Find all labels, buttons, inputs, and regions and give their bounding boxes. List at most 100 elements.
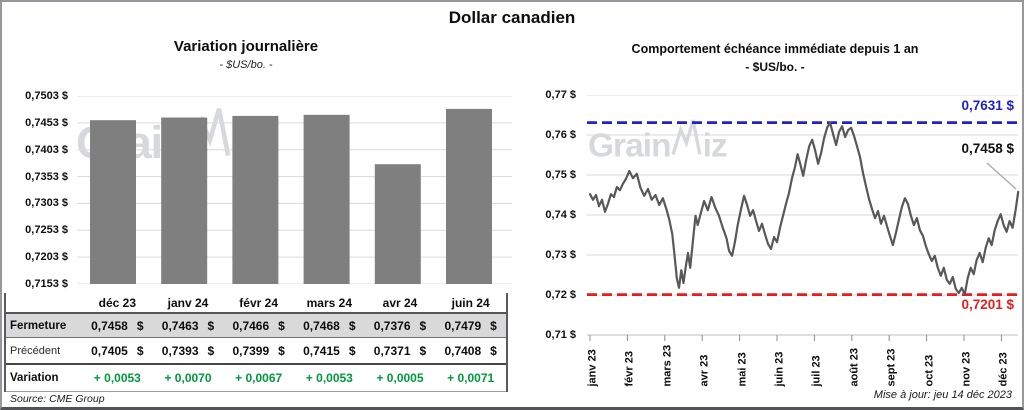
- bar: [374, 164, 421, 284]
- y-axis-tick-label: 0,76 $: [545, 129, 576, 141]
- table-cell-price: 0,7463 $: [153, 319, 224, 333]
- x-axis-tick-label: août 23: [848, 347, 861, 387]
- x-axis-tick-label: janv 23: [586, 349, 599, 387]
- table-cell-price: 0,7415 $: [294, 344, 365, 358]
- line-chart-subtitle: - $US/bo. -: [745, 60, 805, 74]
- y-axis-tick-label: 0,7253 $: [25, 224, 68, 236]
- x-axis-tick-label: juil 23: [810, 355, 823, 387]
- table-cell-price: 0,7399 $: [223, 344, 294, 358]
- price-number: 0,7405: [91, 343, 128, 358]
- price-currency: $: [490, 318, 497, 333]
- page-title: Dollar canadien: [448, 8, 576, 27]
- updated-note: Mise à jour: jeu 14 déc 2023: [873, 389, 1012, 401]
- price-currency: $: [419, 318, 427, 333]
- line-chart-plot: [587, 95, 1020, 341]
- table-cell-price: 0,7371 $: [365, 344, 436, 358]
- table-column-header: janv 24: [167, 295, 209, 310]
- annotation-52wk-high: 0,7631 $: [961, 98, 1014, 113]
- price-number: 0,7458: [91, 318, 128, 333]
- table-cell-variation: + 0,0070: [164, 371, 212, 385]
- bar-chart-title: Variation journalière: [173, 38, 319, 55]
- x-axis-tick-label: nov 23: [960, 351, 973, 387]
- price-currency: $: [419, 343, 427, 358]
- x-axis-tick-label: févr 23: [623, 351, 636, 387]
- table-cell-price: 0,7376 $: [365, 319, 436, 333]
- table-cell-price: 0,7408 $: [435, 344, 506, 358]
- table-cell-price: 0,7468 $: [294, 319, 365, 333]
- watermark-text: Grain: [588, 127, 671, 164]
- watermark-zigzag-icon: [671, 119, 702, 155]
- price-currency: $: [207, 318, 215, 333]
- price-number: 0,7479: [444, 318, 482, 333]
- y-axis-tick-label: 0,74 $: [545, 209, 576, 221]
- table-cell-price: 0,7405 $: [82, 344, 153, 358]
- price-currency: $: [348, 343, 356, 358]
- y-axis-tick-label: 0,7453 $: [25, 117, 68, 129]
- price-currency: $: [136, 343, 144, 358]
- table-cell-variation: + 0,0071: [447, 371, 495, 385]
- bar: [303, 114, 350, 284]
- x-axis-tick-label: juin 23: [773, 351, 786, 387]
- table-cell-price: 0,7458 $: [82, 319, 153, 333]
- table-cell-price: 0,7479 $: [435, 319, 506, 333]
- bar: [161, 117, 208, 284]
- y-axis-tick-label: 0,71 $: [545, 329, 576, 341]
- price-number: 0,7376: [373, 318, 411, 333]
- x-axis-tick-label: déc 23: [997, 352, 1010, 387]
- bar-chart-plot: [77, 96, 512, 284]
- table-row: Précédent 0,7405 $0,7393 $0,7399 $ 0,7415 $0,7…: [6, 338, 506, 365]
- table-row-label: Variation: [10, 372, 59, 384]
- price-number: 0,7415: [303, 343, 340, 358]
- y-axis-tick-label: 0,7403 $: [25, 144, 68, 156]
- price-number: 0,7468: [303, 318, 340, 333]
- source-note: Source: CME Group: [10, 393, 105, 405]
- x-axis-tick-label: mai 23: [736, 352, 749, 387]
- table-column-header: mars 24: [306, 295, 352, 310]
- table-column-header: avr 24: [382, 295, 418, 310]
- table-row-label: Précédent: [10, 344, 61, 357]
- x-axis-tick-label: sept 23: [885, 348, 898, 387]
- annotation-52wk-low: 0,7201 $: [961, 297, 1014, 312]
- price-currency: $: [348, 318, 356, 333]
- price-currency: $: [207, 343, 215, 358]
- price-currency: $: [136, 318, 144, 333]
- y-axis-tick-label: 0,73 $: [545, 249, 576, 261]
- table-row: Fermeture 0,7458 $0,7463 $0,7466 $0,7468 $0,7…: [6, 314, 506, 338]
- watermark-text: iz: [703, 127, 727, 164]
- price-table: déc 23 janv 24 févr 24 mars 24 avr 24 juin 24…: [4, 293, 508, 392]
- price-number: 0,7393: [161, 343, 199, 358]
- table-column-header: déc 23: [98, 295, 136, 310]
- price-number: 0,7408: [444, 343, 482, 358]
- y-axis-tick-label: 0,7153 $: [25, 278, 68, 290]
- price-line-series: [588, 121, 1020, 296]
- table-header-row: déc 23 janv 24 févr 24 mars 24 avr 24 juin 24: [6, 293, 506, 314]
- annotation-leader-line: [986, 162, 1017, 190]
- y-axis-tick-label: 0,7503 $: [25, 90, 68, 102]
- price-number: 0,7466: [232, 318, 270, 333]
- y-axis-tick-label: 0,75 $: [545, 169, 576, 181]
- price-number: 0,7371: [373, 343, 411, 358]
- table-cell-price: 0,7393 $: [153, 344, 224, 358]
- y-axis-tick-label: 0,72 $: [545, 289, 576, 301]
- y-axis-tick-label: 0,77 $: [545, 89, 576, 101]
- table-cell-variation: + 0,0067: [235, 371, 283, 385]
- bar: [446, 108, 492, 284]
- y-axis-tick-label: 0,7303 $: [25, 197, 68, 209]
- grainwiz-watermark: Grain iz: [588, 119, 728, 164]
- y-axis-tick-label: 0,7353 $: [25, 171, 68, 183]
- table-column-header: févr 24: [239, 295, 278, 310]
- table-row: Variation + 0,0053 + 0,0070 + 0,0067 + 0,005…: [6, 365, 506, 392]
- table-column-header: juin 24: [451, 295, 490, 310]
- y-axis-tick-label: 0,7203 $: [25, 251, 68, 263]
- line-chart-title: Comportement échéance immédiate depuis 1…: [631, 42, 919, 56]
- table-cell-variation: + 0,0005: [376, 371, 424, 385]
- x-axis-tick-label: mars 23: [661, 344, 674, 387]
- price-currency: $: [490, 343, 497, 358]
- table-cell-variation: + 0,0053: [305, 371, 353, 385]
- bar: [232, 115, 279, 284]
- x-axis-tick-label: avr 23: [698, 354, 711, 387]
- bar-chart-subtitle: - $US/bo. -: [219, 59, 273, 71]
- bar: [90, 120, 136, 284]
- annotation-last-price: 0,7458 $: [961, 141, 1014, 156]
